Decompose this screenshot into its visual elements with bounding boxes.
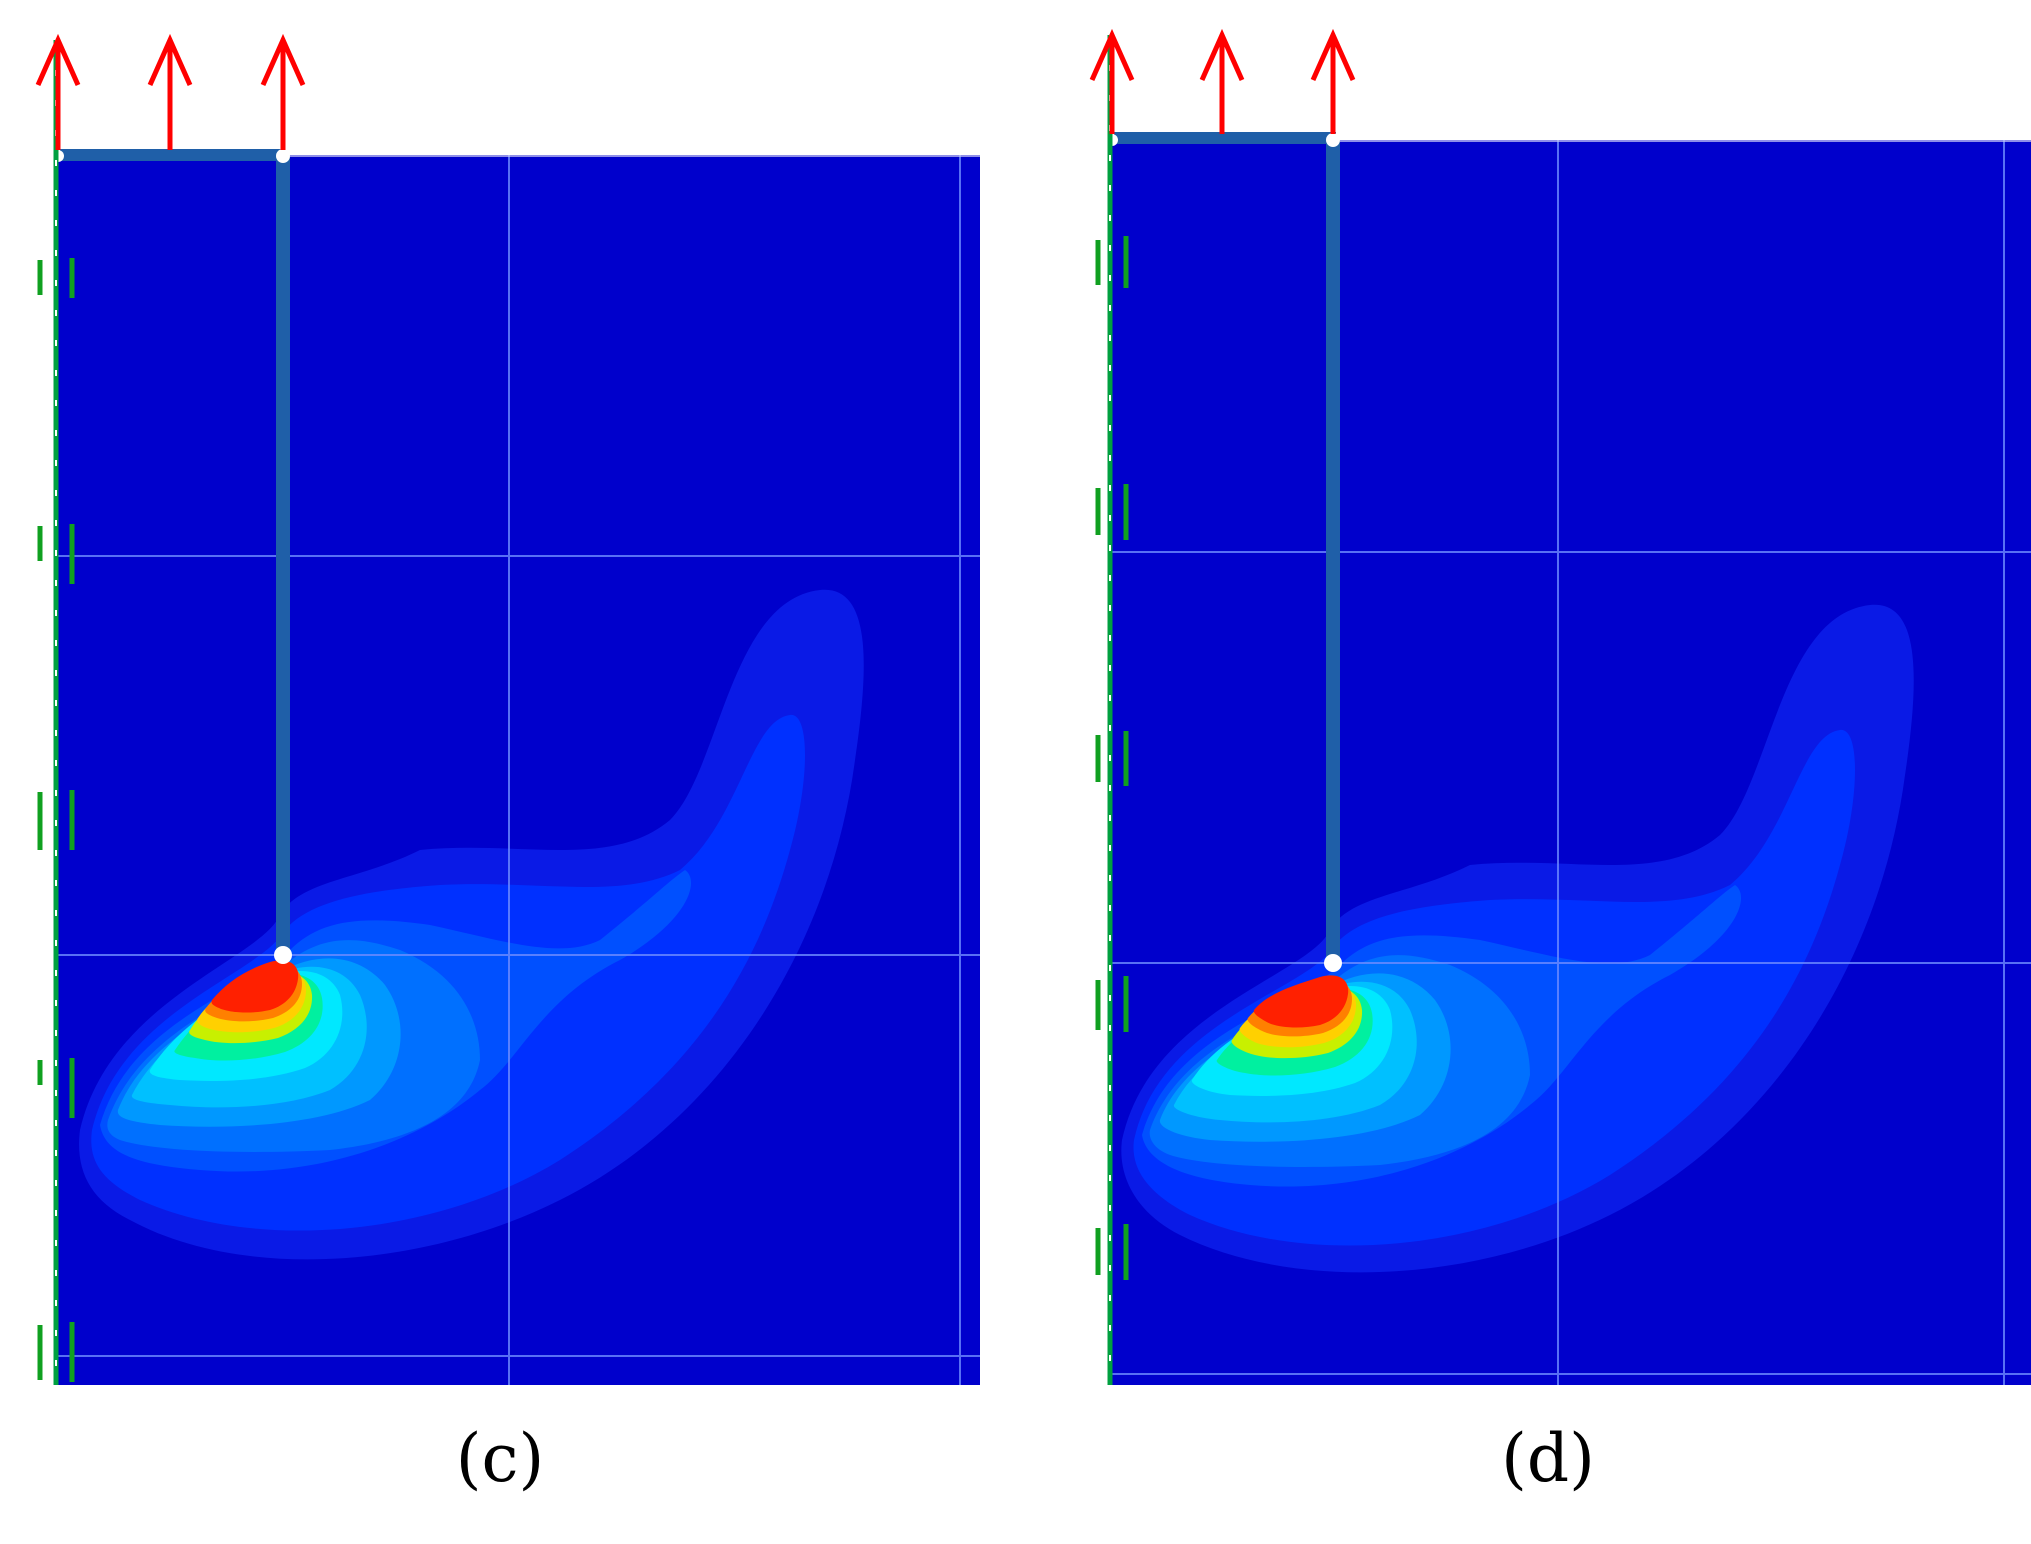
caption-c: (c) — [455, 1420, 545, 1497]
pile-shaft — [1326, 140, 1340, 965]
panel-d — [1060, 0, 2031, 1544]
roller-support-icon — [1095, 484, 1129, 540]
contour-plot-c — [35, 33, 980, 1385]
roller-support-icon — [37, 524, 75, 584]
pile-cap — [1114, 132, 1336, 144]
pile-tip-node-icon — [1324, 954, 1342, 972]
load-arrow-icon — [147, 33, 193, 150]
mesh-grid — [1112, 140, 2031, 1385]
pile-tip-node-icon — [274, 946, 292, 964]
contour-band-12 — [1253, 975, 1349, 1028]
roller-support-icon — [1095, 236, 1129, 288]
roller-supports — [37, 258, 75, 1382]
roller-support-icon — [37, 258, 75, 298]
load-arrows — [35, 33, 306, 150]
load-arrows — [1089, 28, 1356, 134]
pile-cap — [60, 149, 285, 161]
load-arrow-icon — [35, 33, 81, 150]
roller-supports — [1095, 236, 1129, 1280]
panel-c — [0, 0, 1000, 1544]
node-icon — [276, 149, 290, 163]
contour-bands — [79, 589, 864, 1260]
pile-shaft — [276, 156, 290, 956]
roller-support-icon — [37, 1322, 75, 1382]
contour-band-12 — [211, 960, 299, 1013]
caption-d: (d) — [1501, 1420, 1595, 1497]
node-icon — [1326, 133, 1340, 147]
roller-support-icon — [1095, 731, 1129, 786]
roller-support-icon — [37, 790, 75, 850]
load-arrow-icon — [260, 33, 306, 150]
contour-plot-d — [1089, 28, 2031, 1385]
load-arrow-icon — [1199, 28, 1245, 134]
roller-support-icon — [1095, 1224, 1129, 1280]
load-arrow-icon — [1089, 28, 1135, 134]
roller-support-icon — [37, 1058, 75, 1118]
load-arrow-icon — [1310, 28, 1356, 134]
contour-bands — [1121, 604, 1914, 1273]
roller-support-icon — [1095, 976, 1129, 1032]
